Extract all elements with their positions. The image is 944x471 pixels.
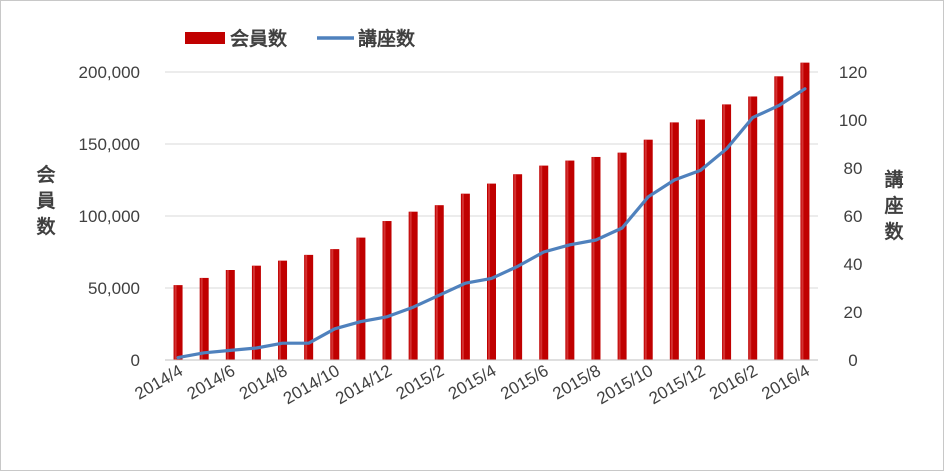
bar [225,270,235,360]
bar [669,122,679,361]
bar [356,237,366,360]
left-tick-label: 100,000 [79,207,140,226]
bar [774,76,784,360]
right-tick-label: 20 [844,303,863,322]
bar-highlight [801,62,804,360]
bar-highlight [305,254,308,360]
x-tick-label: 2014/6 [184,361,239,403]
bar [434,205,444,360]
bar [695,119,705,361]
bar-highlight [252,265,255,360]
bar [173,285,183,360]
bar-highlight [200,277,203,360]
bar-highlight [409,211,412,360]
bar-highlight [357,237,360,360]
x-axis-ticks: 2014/42014/62014/82014/102014/122015/220… [132,361,813,408]
legend-line-label: 講座数 [358,27,416,50]
right-tick-label: 40 [844,255,863,274]
bar-highlight [488,183,490,360]
x-tick-label: 2015/10 [594,361,657,408]
right-tick-label: 0 [848,351,857,370]
x-tick-label: 2015/6 [497,361,552,403]
bar [460,193,470,360]
bar-highlight [566,160,569,360]
bar-highlight [749,96,752,360]
x-tick-label: 2015/4 [445,361,500,403]
bar [748,96,758,360]
right-axis-title: 講座数 [884,168,904,243]
bar-highlight [383,221,386,360]
bar [199,277,209,360]
legend: 会員数 講座数 [185,27,416,50]
bar [408,211,418,360]
bar [539,165,549,360]
bar-highlight [670,122,673,361]
legend-bar-label: 会員数 [230,27,288,50]
left-tick-label: 200,000 [79,63,140,82]
bar [617,152,627,360]
bar-highlight [540,165,543,360]
left-tick-label: 0 [131,351,140,370]
bar-highlight [174,285,177,360]
x-tick-label: 2015/12 [646,361,709,408]
bar [251,265,261,360]
bar [487,183,496,360]
bar [722,104,732,361]
right-tick-label: 80 [844,159,863,178]
x-tick-label: 2014/10 [280,361,343,408]
bar [330,249,340,360]
x-tick-label: 2014/12 [332,361,395,408]
bar [304,254,314,360]
bar-highlight [592,156,595,360]
right-axis-ticks: 0 20 40 60 80 100 120 [839,63,867,370]
bar-highlight [226,270,229,360]
bar [278,260,288,360]
bar-highlight [461,193,464,360]
bar-highlight [696,119,699,361]
x-tick-label: 2016/4 [758,361,813,403]
bar-highlight [331,249,334,360]
left-tick-label: 50,000 [88,279,140,298]
right-tick-label: 120 [839,63,867,82]
bar-highlight [618,152,621,360]
right-tick-label: 60 [844,207,863,226]
left-axis-ticks: 0 50,000 100,000 150,000 200,000 [79,63,140,370]
bar [382,221,392,360]
left-tick-label: 150,000 [79,135,140,154]
bar [643,139,653,360]
bar-highlight [775,76,778,360]
bar [800,62,810,360]
line-series [176,87,807,360]
x-tick-label: 2015/2 [393,361,448,403]
series-line [176,87,807,360]
bar-highlight [644,139,647,360]
left-axis-title: 会員数 [36,163,56,238]
bar [591,156,601,360]
right-tick-label: 100 [839,111,867,130]
bar-highlight [435,205,438,360]
legend-bar-swatch [185,32,225,44]
x-tick-label: 2016/2 [706,361,761,403]
bar-highlight [723,104,726,361]
bars-series [173,62,810,361]
bar [565,160,575,360]
bar-highlight [279,260,282,360]
